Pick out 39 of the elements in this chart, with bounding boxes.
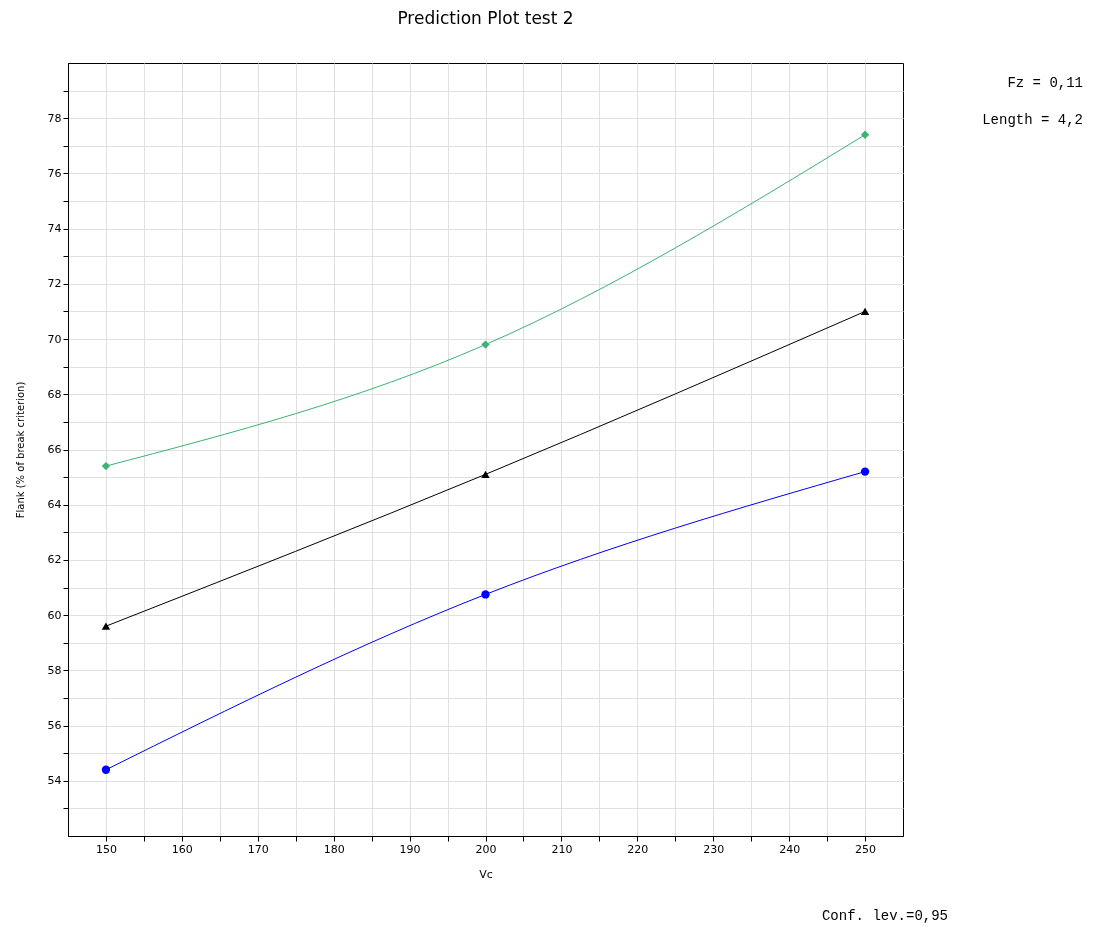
text: Fz = 0,11 [1007, 75, 1083, 91]
point [101, 622, 111, 630]
x-tick-label: 150 [95, 842, 117, 856]
x-tick-label: 160 [171, 842, 193, 856]
y-tick-label: 66 [47, 443, 62, 456]
point [101, 765, 111, 774]
y-tick-label: 54 [47, 774, 62, 788]
y-tick-label: 68 [47, 387, 62, 401]
x-tick-label: 230 [703, 842, 725, 856]
y-tick-label: 76 [47, 166, 62, 180]
point [481, 340, 490, 349]
text: Conf. lev.=0,95 [821, 908, 948, 924]
point [101, 461, 111, 471]
y-tick-label: 70 [47, 332, 62, 346]
x-axis-title: Vc [479, 867, 493, 881]
point [860, 307, 870, 316]
point [860, 130, 870, 139]
point [481, 590, 490, 599]
y-tick-label: 60 [47, 608, 62, 622]
x-tick-label: 220 [627, 842, 649, 856]
x-tick-label: 240 [779, 842, 801, 856]
y-tick-label: 74 [47, 222, 62, 236]
x-tick-label: 210 [551, 842, 573, 856]
y-tick-label: 58 [47, 663, 62, 677]
y-axis-title: Flank (% of break criterion) [14, 381, 26, 519]
y-tick-label: 62 [47, 553, 62, 567]
y-tick-label: 72 [47, 277, 62, 291]
text: Length = 4,2 [982, 112, 1083, 128]
point [481, 470, 490, 478]
x-tick-label: 170 [247, 842, 269, 856]
x-tick-label: 250 [855, 842, 877, 856]
point [860, 467, 870, 476]
chart-title: Prediction Plot test 2 [397, 8, 574, 28]
x-tick-label: 180 [323, 842, 345, 856]
y-tick-label: 78 [47, 111, 62, 125]
x-tick-label: 190 [399, 842, 421, 856]
y-tick-label: 56 [47, 719, 62, 733]
y-tick-label: 64 [47, 498, 62, 512]
x-tick-label: 200 [475, 842, 497, 856]
